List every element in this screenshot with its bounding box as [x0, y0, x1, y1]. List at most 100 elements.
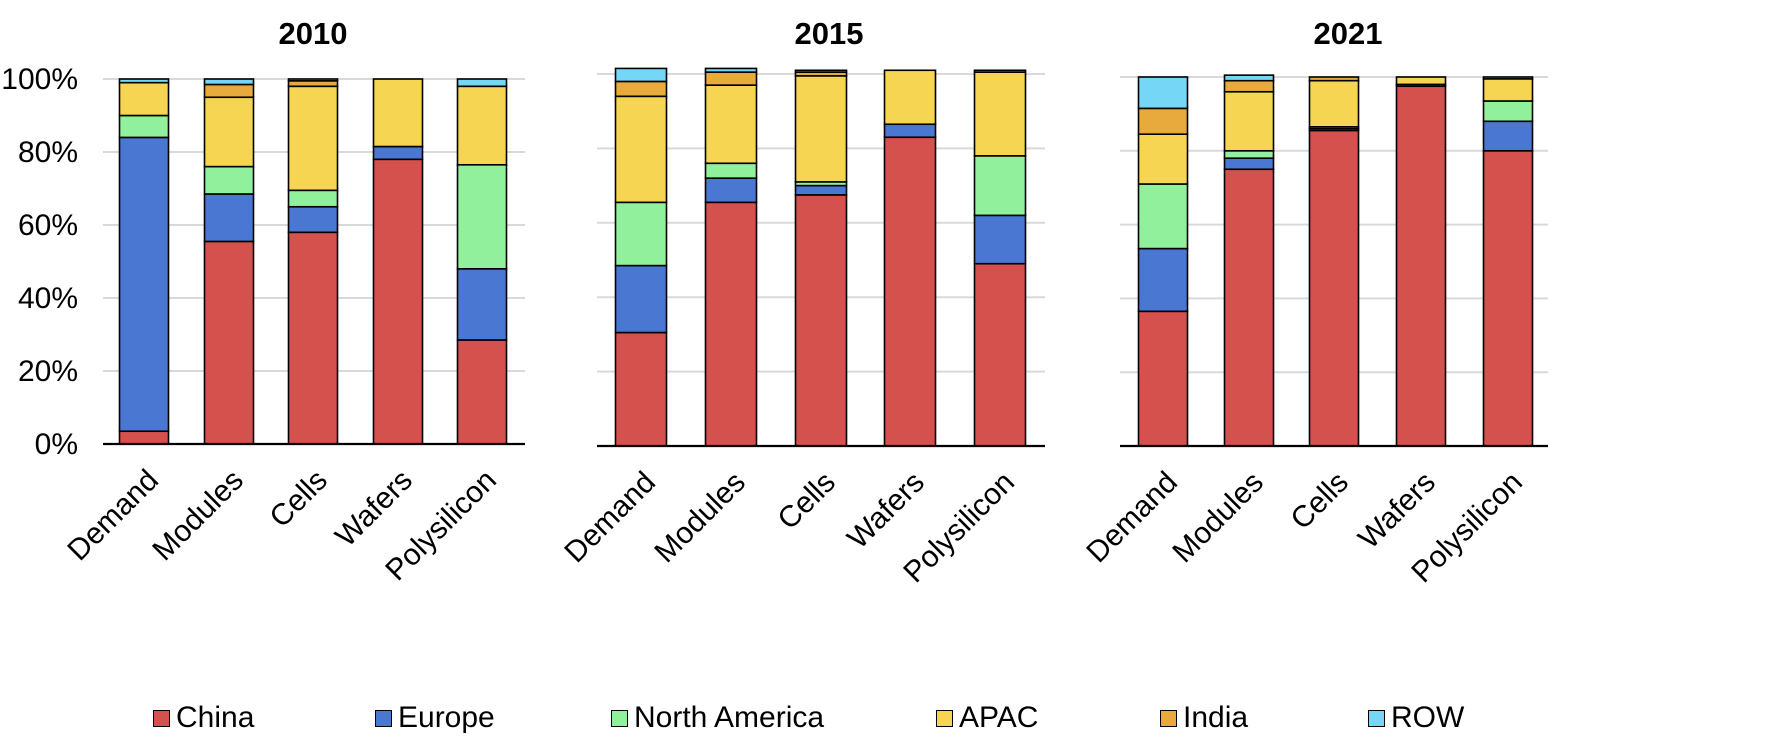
- bar-segment: [704, 177, 758, 204]
- bar-segment: [287, 80, 339, 88]
- bar-segment: [118, 136, 170, 433]
- legend-item: APAC: [936, 700, 1038, 736]
- bar-segment: [287, 85, 339, 192]
- bar-segment: [287, 205, 339, 234]
- bar-segment: [794, 184, 848, 196]
- bar-segment: [203, 193, 255, 243]
- y-tick-label: 20%: [18, 355, 78, 388]
- bar-segment: [118, 78, 170, 84]
- x-tick-label: Cells: [1284, 466, 1354, 536]
- legend-swatch: [375, 709, 392, 727]
- bar-segment: [1137, 107, 1189, 135]
- x-tick-label: Modules: [146, 464, 250, 568]
- bar-segment: [883, 123, 937, 139]
- panel-title: 2021: [1314, 16, 1383, 51]
- bar-segment: [1223, 150, 1275, 159]
- bar-segment: [203, 165, 255, 195]
- x-tick-label: Cells: [771, 466, 841, 536]
- bar-segment: [1223, 90, 1275, 152]
- bar-segment: [456, 78, 508, 88]
- bar-segment: [287, 189, 339, 208]
- bar-segment: [1482, 78, 1534, 102]
- bar-segment: [794, 75, 848, 183]
- bar-segment: [203, 78, 255, 86]
- bar-segment: [1482, 120, 1534, 152]
- bar-segment: [1223, 157, 1275, 171]
- bar-segment: [614, 67, 668, 83]
- bar-segment: [287, 231, 339, 445]
- bar-segment: [704, 84, 758, 165]
- legend-label: Europe: [398, 701, 495, 734]
- panel-title: 2010: [279, 16, 348, 51]
- bar-segment: [704, 201, 758, 447]
- bar-segment: [203, 240, 255, 445]
- bar-segment: [614, 264, 668, 334]
- bar-segment: [614, 331, 668, 447]
- bar-segment: [118, 430, 170, 445]
- bar-segment: [1308, 76, 1360, 82]
- bar-segment: [704, 71, 758, 86]
- legend-label: India: [1183, 701, 1249, 734]
- bar-segment: [1482, 150, 1534, 447]
- bar-segment: [118, 81, 170, 117]
- bar-segment: [287, 78, 339, 82]
- bar-segment: [118, 114, 170, 139]
- bar-segment: [1137, 183, 1189, 250]
- bar-segment: [203, 83, 255, 99]
- bar-segment: [1137, 76, 1189, 110]
- bar-segment: [704, 67, 758, 73]
- bar-segment: [883, 69, 937, 126]
- bar-segment: [456, 85, 508, 166]
- legend-item: ROW: [1368, 700, 1464, 736]
- bar-segment: [1223, 79, 1275, 93]
- legend-label: APAC: [959, 701, 1039, 734]
- bar-segment: [456, 339, 508, 445]
- x-tick-label: Modules: [648, 466, 752, 570]
- legend-swatch: [1160, 709, 1177, 727]
- bar-segment: [372, 78, 424, 148]
- y-tick-label: 60%: [18, 209, 78, 242]
- legend-swatch: [1368, 709, 1385, 727]
- bar-segment: [973, 214, 1027, 265]
- x-tick-label: Wafers: [841, 466, 931, 556]
- bar-segment: [1395, 85, 1447, 447]
- legend-item: Europe: [375, 700, 495, 736]
- bar-segment: [614, 80, 668, 98]
- legend-label: ROW: [1391, 701, 1465, 734]
- bar-segment: [1395, 76, 1447, 86]
- y-tick-label: 100%: [1, 63, 78, 96]
- bar-segment: [1482, 76, 1534, 80]
- bar-segment: [1223, 168, 1275, 447]
- bar-segment: [973, 155, 1027, 217]
- legend: China Europe North America APAC India ROW: [0, 688, 1784, 748]
- bar-segment: [372, 158, 424, 445]
- y-tick-label: 80%: [18, 136, 78, 169]
- bar-segment: [203, 96, 255, 168]
- bar-segment: [704, 162, 758, 179]
- legend-swatch: [153, 709, 170, 727]
- bar-segment: [1137, 247, 1189, 313]
- x-tick-label: Cells: [263, 464, 333, 534]
- y-tick-label: 40%: [18, 282, 78, 315]
- bar-segment: [883, 136, 937, 447]
- bar-segment: [973, 69, 1027, 73]
- panel-title: 2015: [795, 16, 864, 51]
- bar-segment: [614, 201, 668, 267]
- bar-segment: [372, 145, 424, 161]
- legend-swatch: [936, 709, 953, 727]
- legend-swatch: [611, 709, 628, 727]
- legend-item: North America: [611, 700, 824, 736]
- y-tick-label: 0%: [35, 428, 78, 461]
- x-tick-label: Demand: [558, 466, 662, 570]
- bar-segment: [1308, 129, 1360, 447]
- bar-segment: [1482, 100, 1534, 123]
- legend-label: China: [176, 701, 255, 734]
- bar-segment: [794, 69, 848, 73]
- bar-segment: [973, 71, 1027, 157]
- bar-segment: [456, 163, 508, 270]
- legend-item: India: [1160, 700, 1248, 736]
- x-tick-label: Demand: [61, 464, 165, 568]
- bar-segment: [1137, 310, 1189, 447]
